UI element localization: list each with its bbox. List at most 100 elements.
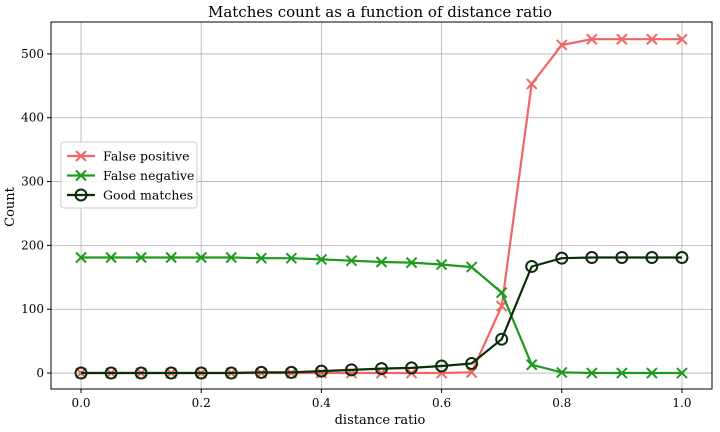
data-point-false-negative-stroke (586, 367, 598, 379)
data-point-false-negative-stroke (345, 255, 358, 267)
data-point-false-negative-stroke (616, 367, 628, 379)
data-point-good-matches (134, 366, 148, 380)
data-point-false-negative-stroke (556, 366, 568, 379)
legend: False positive False negative Good matches (60, 141, 198, 209)
y-tick-label: 300 (21, 175, 44, 189)
x-axis-label: distance ratio (335, 413, 426, 428)
data-point-false-negative (465, 261, 478, 273)
data-point-false-negative (375, 256, 388, 268)
data-point-false-negative (165, 251, 177, 264)
data-point-good-matches (104, 366, 118, 380)
data-point-false-negative-stroke (195, 251, 207, 264)
data-point-false-negative-stroke (75, 251, 87, 264)
data-point-good-matches (435, 359, 449, 373)
legend-marker-false-positive (75, 150, 87, 162)
data-point-false-negative (345, 255, 358, 267)
data-point-good-matches (465, 356, 479, 370)
data-point-false-negative (616, 367, 628, 379)
data-point-false-negative-stroke (435, 258, 448, 271)
data-point-good-matches (645, 251, 659, 265)
data-point-false-positive-stroke (526, 78, 538, 90)
data-point-false-negative-stroke (135, 251, 147, 264)
data-point-false-negative (225, 251, 237, 264)
x-tick-label: 1.0 (672, 396, 691, 410)
data-point-false-negative-stroke (285, 252, 298, 264)
data-point-false-negative (195, 251, 207, 264)
data-point-false-positive (526, 78, 538, 90)
data-point-false-negative (405, 256, 418, 269)
legend-label-good-matches: Good matches (103, 188, 193, 203)
series-line-false-negative (81, 256, 682, 375)
data-point-good-matches (314, 364, 328, 378)
data-point-false-negative (526, 359, 538, 371)
data-point-false-negative (556, 366, 568, 379)
data-point-false-negative-stroke (676, 367, 688, 379)
data-point-good-matches (555, 251, 569, 265)
data-point-false-negative (75, 251, 87, 264)
data-point-false-negative-stroke (255, 252, 268, 264)
data-point-false-negative (586, 367, 598, 379)
data-point-good-matches (525, 259, 539, 273)
series-layer (74, 33, 689, 380)
data-point-good-matches (675, 251, 689, 265)
data-point-false-positive (676, 33, 688, 45)
y-tick-label: 0 (36, 366, 44, 380)
x-tick-label: 0.0 (71, 396, 90, 410)
x-tick-label: 0.4 (312, 396, 331, 410)
legend-marker-good-matches (74, 188, 88, 202)
series-good-matches (74, 251, 689, 380)
data-point-false-positive (646, 33, 658, 45)
data-point-good-matches (585, 251, 599, 265)
data-point-false-positive-stroke (676, 33, 688, 45)
data-point-false-negative-stroke (225, 251, 237, 264)
data-point-false-negative (105, 251, 117, 264)
data-point-false-positive (586, 33, 598, 45)
series-line-good-matches (81, 256, 682, 375)
data-point-good-matches (254, 365, 268, 379)
data-point-false-positive (556, 39, 568, 51)
data-point-false-positive-stroke (465, 366, 478, 379)
x-tick-label: 0.8 (552, 396, 571, 410)
data-point-good-matches (284, 365, 298, 379)
data-point-good-matches (194, 366, 208, 380)
series-false-negative (75, 251, 688, 379)
x-tick-label: 0.6 (432, 396, 451, 410)
data-point-good-matches (224, 366, 238, 380)
y-tick-label: 400 (21, 111, 44, 125)
data-point-false-positive-stroke (556, 39, 568, 51)
data-point-false-negative (285, 252, 298, 264)
data-point-false-positive-stroke (586, 33, 598, 45)
y-axis-label: Count (3, 186, 18, 227)
data-point-false-positive (465, 366, 478, 379)
data-point-false-negative (255, 252, 268, 264)
data-point-false-negative (135, 251, 147, 264)
axis-ticks: 0.0 0.2 0.4 0.6 0.8 1.0 0 100 200 300 400 500 (21, 47, 691, 410)
data-point-false-negative-stroke (495, 286, 508, 299)
y-tick-label: 100 (21, 302, 44, 316)
data-point-false-positive-stroke (375, 367, 388, 379)
x-tick-label: 0.2 (192, 396, 211, 410)
data-point-false-negative (646, 367, 658, 379)
data-point-false-positive-stroke (646, 33, 658, 45)
data-point-false-negative (315, 253, 328, 266)
data-point-false-negative-stroke (375, 256, 388, 268)
chart-title: Matches count as a function of distance … (208, 3, 552, 21)
data-point-false-positive (616, 33, 628, 45)
legend-marker-false-negative (75, 169, 87, 182)
data-point-false-negative-stroke (646, 367, 658, 379)
data-point-false-positive-stroke (616, 33, 628, 45)
legend-label-false-positive: False positive (103, 149, 189, 164)
data-point-good-matches (375, 362, 388, 376)
data-point-false-negative-stroke (315, 253, 328, 266)
data-point-good-matches (495, 332, 509, 346)
legend-label-false-negative: False negative (103, 168, 194, 183)
legend-marker-false-negative-stroke (75, 169, 87, 182)
data-point-false-negative-stroke (465, 261, 478, 273)
data-point-false-negative (435, 258, 448, 271)
data-point-false-negative-stroke (105, 251, 117, 264)
data-point-good-matches (74, 366, 88, 380)
y-tick-label: 200 (21, 238, 44, 252)
data-point-false-negative-stroke (165, 251, 177, 264)
data-point-false-negative-stroke (405, 256, 418, 269)
legend-box (60, 141, 198, 209)
